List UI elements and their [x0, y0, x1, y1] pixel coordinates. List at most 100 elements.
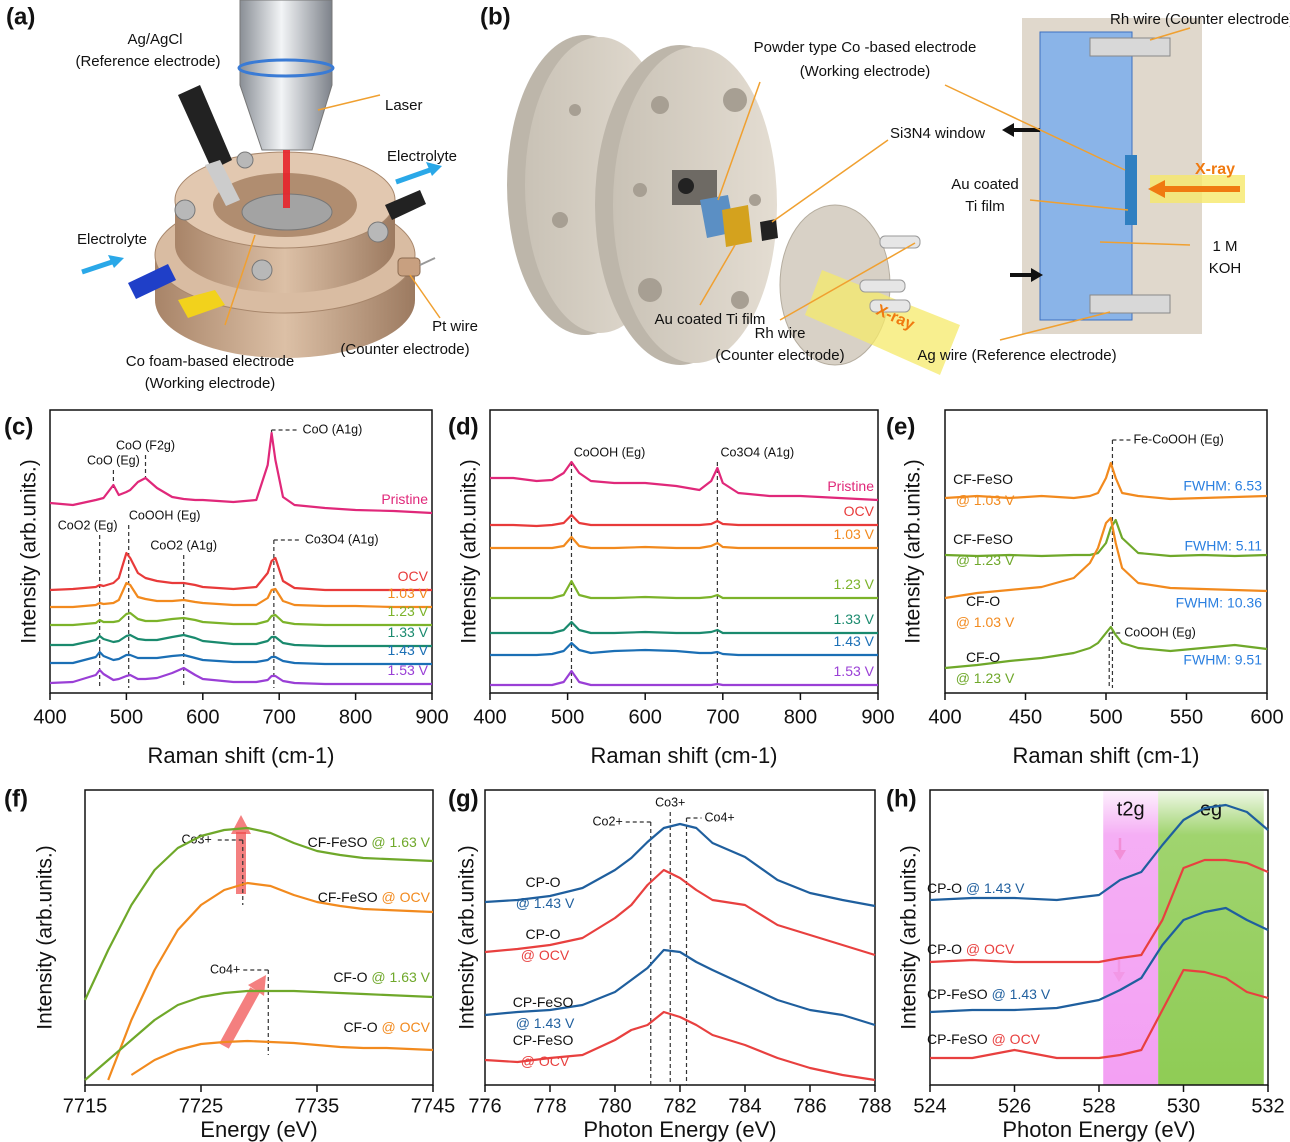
series-label: 1.53 V [834, 663, 875, 679]
x-tick-label: 7725 [179, 1095, 224, 1117]
reference-electrode [178, 85, 232, 170]
series-label: CP-O @ OCV [521, 926, 570, 963]
label: KOH [1209, 260, 1242, 277]
y-axis-label: Intensity (arb.units.) [458, 459, 481, 643]
annotation: CoOOH (Eg) [574, 445, 646, 459]
annotation: CoO (F2g) [116, 438, 175, 452]
label: Ti film [965, 198, 1004, 215]
shift-arrow-head [231, 815, 251, 834]
region [1158, 791, 1264, 1085]
shift-arrow [224, 990, 255, 1046]
series-line [490, 462, 878, 500]
x-tick-label: 528 [1082, 1095, 1115, 1117]
label: Ag wire (Reference electrode) [917, 347, 1116, 364]
series-line [490, 537, 878, 548]
pt-wire-port [398, 258, 420, 276]
series-line [50, 668, 432, 684]
x-tick-label: 532 [1251, 1095, 1284, 1117]
panel-tag: (d) [448, 413, 479, 440]
series-line [131, 1041, 433, 1075]
label: (Counter electrode) [715, 347, 844, 364]
x-tick-label: 7715 [63, 1095, 108, 1117]
x-tick-label: 778 [533, 1095, 566, 1117]
panel-tag: (c) [4, 413, 33, 440]
label: Au coated [951, 176, 1019, 193]
annotation: Co2+ [593, 814, 623, 828]
label: 1 M [1212, 238, 1237, 255]
series-line [85, 991, 433, 1080]
series-label: OCV [844, 503, 875, 519]
series-label: 1.33 V [388, 624, 429, 640]
y-axis-label: Intensity (arb.units.) [898, 845, 921, 1029]
series-label: CF-FeSO @ 1.63 V [308, 834, 431, 850]
series-label: 1.03 V [388, 585, 429, 601]
label: Ag/AgCl [127, 31, 182, 48]
annotation: Fe-CoOOH (Eg) [1133, 432, 1223, 446]
series-line [50, 583, 432, 607]
series-label: CF-O @ 1.03 V [956, 593, 1015, 630]
x-tick-label: 776 [468, 1095, 501, 1117]
au-film [722, 205, 752, 247]
series-label: CP-FeSO @ 1.43 V [927, 986, 1051, 1002]
x-axis-label: Raman shift (cm-1) [1012, 743, 1199, 768]
series-label: CF-O @ OCV [343, 1019, 430, 1035]
x-tick-label: 450 [1009, 706, 1042, 728]
x-tick-label: 900 [415, 706, 448, 728]
note: FWHM: 10.36 [1176, 595, 1263, 611]
x-axis-label: Energy (eV) [200, 1117, 317, 1142]
series-label: 1.43 V [388, 642, 429, 658]
x-tick-label: 782 [663, 1095, 696, 1117]
series-label: 1.33 V [834, 611, 875, 627]
region [1103, 791, 1158, 1085]
panel-tag: (f) [4, 785, 28, 812]
x-axis-label: Raman shift (cm-1) [590, 743, 777, 768]
x-tick-label: 784 [728, 1095, 761, 1117]
series-line [50, 613, 432, 625]
x-tick-label: 500 [110, 706, 143, 728]
x-axis-label: Photon Energy (eV) [1002, 1117, 1195, 1142]
series-label: 1.03 V [834, 526, 875, 542]
series-label: 1.43 V [834, 633, 875, 649]
panel-tag: (h) [886, 785, 917, 812]
x-tick-label: 550 [1170, 706, 1203, 728]
series-label: Pristine [381, 491, 428, 507]
series-label: CP-FeSO @ OCV [927, 1031, 1041, 1047]
x-axis-label: Raman shift (cm-1) [147, 743, 334, 768]
annotation: CoO (Eg) [87, 453, 140, 467]
annotation: CoOOH (Eg) [1124, 625, 1196, 639]
label: Electrolyte [387, 148, 457, 165]
label: Rh wire (Counter electrode) [1110, 11, 1290, 28]
x-tick-label: 788 [858, 1095, 891, 1117]
x-tick-label: 526 [998, 1095, 1031, 1117]
x-tick-label: 400 [928, 706, 961, 728]
series-line [490, 622, 878, 633]
x-tick-label: 700 [263, 706, 296, 728]
series-line [50, 652, 432, 664]
x-tick-label: 530 [1167, 1095, 1200, 1117]
illustration-b: (b) Rh wire (Counter electrode) Powder t… [480, 3, 1290, 375]
si3n4-window [760, 219, 778, 241]
series-label: OCV [398, 568, 429, 584]
annotation: CoO (A1g) [303, 422, 363, 436]
label: Electrolyte [77, 231, 147, 248]
label: (Working electrode) [800, 63, 931, 80]
label: Co foam-based electrode [126, 353, 294, 370]
panel-tag: (e) [886, 413, 915, 440]
illustration-a: (a) Ag/AgCl (Reference electrode) Laser … [6, 0, 478, 392]
series-line [50, 553, 432, 590]
series-label: 1.53 V [388, 662, 429, 678]
panel-tag: (g) [448, 785, 479, 812]
x-tick-label: 400 [473, 706, 506, 728]
series-label: CP-O @ 1.43 V [927, 880, 1025, 896]
x-axis-label: Photon Energy (eV) [583, 1117, 776, 1142]
series-label: CP-FeSO @ OCV [513, 1032, 578, 1069]
annotation: Co3O4 (A1g) [721, 445, 795, 459]
figure: (a) Ag/AgCl (Reference electrode) Laser … [0, 0, 1290, 1142]
annotation: Co4+ [210, 962, 240, 976]
series-label: CF-O @ 1.63 V [333, 969, 430, 985]
series-label: CF-FeSO @ 1.03 V [953, 471, 1017, 508]
series-line [490, 515, 878, 526]
arrow [396, 170, 430, 182]
series-label: CF-FeSO @ OCV [318, 889, 431, 905]
y-axis-label: Intensity (arb.units.) [456, 845, 479, 1029]
